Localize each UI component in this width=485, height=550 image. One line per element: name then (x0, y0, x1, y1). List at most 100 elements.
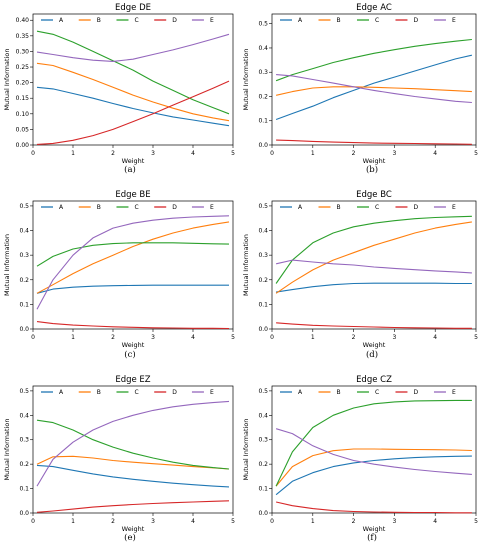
legend-label-e: E (452, 389, 456, 396)
x-tick-label: 4 (191, 518, 195, 525)
x-tick-label: 2 (352, 150, 356, 157)
y-tick-label: 0.4 (19, 412, 29, 419)
x-tick-label: 0 (31, 150, 35, 157)
legend-label-e: E (210, 204, 214, 211)
x-tick-label: 4 (433, 518, 437, 525)
x-tick-label: 2 (111, 518, 115, 525)
legend-label-e: E (210, 389, 214, 396)
x-tick-label: 5 (231, 334, 235, 341)
y-tick-label: 0.2 (258, 277, 268, 284)
series-line-b (36, 62, 230, 122)
series-line-b (36, 455, 230, 470)
legend: A B C D E (280, 389, 456, 396)
plot-area (32, 200, 234, 330)
legend-label-b: B (97, 389, 101, 396)
series-line-a (36, 464, 230, 488)
x-tick-label: 1 (71, 150, 75, 157)
x-tick-label: 0 (270, 518, 274, 525)
chart-panel-2: Edge AC 0 1 2 3 4 5 0.0 0.1 0.2 0.3 0.4 0.5 Weight Mut… (242, 3, 478, 175)
x-tick-label: 0 (270, 334, 274, 341)
x-tick-label: 1 (71, 334, 75, 341)
series-line-d (275, 501, 472, 514)
legend-label-a: A (298, 17, 303, 24)
y-tick-label: 0.25 (16, 64, 30, 71)
y-tick-label: 0.2 (258, 93, 268, 100)
legend-label-e: E (210, 17, 214, 24)
y-tick-label: 0.20 (16, 80, 30, 87)
series-line-d (276, 322, 472, 329)
panel-caption: (a) (124, 164, 136, 175)
legend: A B C D E (41, 17, 214, 24)
y-tick-label: 0.5 (258, 203, 268, 210)
y-tick-label: 0.30 (16, 48, 30, 55)
x-tick-label: 4 (433, 150, 437, 157)
series-line-d (36, 321, 230, 330)
x-tick-label: 1 (311, 518, 315, 525)
x-axis-label: Weight (122, 341, 145, 349)
x-tick-label: 0 (31, 518, 35, 525)
legend-label-d: D (172, 204, 177, 211)
chart-title: Edge AC (356, 3, 392, 13)
series-line-c (275, 38, 472, 82)
legend-label-d: D (172, 389, 177, 396)
chart-title: Edge BC (356, 190, 392, 200)
y-tick-label: 0.5 (258, 21, 268, 28)
y-tick-label: 0.10 (16, 111, 30, 118)
legend-label-b: B (97, 17, 101, 24)
legend-label-a: A (298, 389, 303, 396)
y-tick-label: 0.35 (16, 33, 30, 40)
y-tick-label: 0.1 (19, 486, 29, 493)
legend-label-b: B (97, 204, 101, 211)
y-axis-label: Mutual Information (242, 419, 250, 481)
x-axis-label: Weight (122, 525, 145, 533)
legend: A B C D E (280, 17, 456, 24)
y-tick-label: 0.00 (16, 142, 30, 149)
panel-caption: (c) (124, 349, 135, 360)
chart-panel-6: Edge CZ 0 1 2 3 4 5 0.0 0.1 0.2 0.3 0.4 0.5 Weight Mut… (242, 375, 478, 543)
x-axis-label: Weight (363, 341, 386, 349)
y-axis-label: Mutual Information (3, 419, 11, 481)
x-tick-label: 2 (352, 518, 356, 525)
chart-title: Edge CZ (356, 375, 392, 385)
plot-area (32, 385, 234, 514)
legend: A B C D E (41, 389, 214, 396)
y-axis-label: Mutual Information (3, 234, 11, 296)
y-tick-label: 0.3 (258, 252, 268, 259)
series-line-b (36, 221, 230, 294)
panel-caption: (e) (124, 532, 136, 543)
chart-panel-4: Edge BC 0 1 2 3 4 5 0.0 0.1 0.2 0.3 0.4 0.5 Weight Mut… (242, 190, 478, 360)
x-tick-label: 5 (474, 518, 478, 525)
legend-label-b: B (336, 17, 340, 24)
y-tick-label: 0.0 (258, 510, 268, 517)
series-line-b (275, 86, 472, 96)
series-line-a (36, 86, 230, 127)
y-axis-label: Mutual Information (242, 49, 250, 111)
y-tick-label: 0.1 (258, 118, 268, 125)
y-tick-label: 0.0 (258, 326, 268, 333)
legend-label-d: D (413, 17, 418, 24)
series-line-e (36, 33, 230, 62)
legend-label-d: D (172, 17, 177, 24)
y-tick-label: 0.15 (16, 95, 30, 102)
series-line-d (276, 139, 472, 145)
chart-panel-3: Edge BE 0 1 2 3 4 5 0.0 0.1 0.2 0.3 0.4 0.5 Weight Mut… (3, 190, 235, 360)
series-line-c (275, 399, 472, 487)
x-tick-label: 0 (270, 150, 274, 157)
series-line-a (276, 282, 472, 293)
legend-label-e: E (452, 204, 456, 211)
legend-label-c: C (375, 204, 379, 211)
y-tick-label: 0.3 (258, 437, 268, 444)
x-tick-label: 4 (191, 334, 195, 341)
y-tick-label: 0.0 (19, 326, 29, 333)
y-tick-label: 0.4 (258, 228, 268, 235)
legend-label-b: B (336, 389, 340, 396)
legend: A B C D E (280, 204, 456, 211)
legend-label-c: C (134, 17, 138, 24)
legend: A B C D E (41, 204, 214, 211)
y-tick-label: 0.3 (19, 252, 29, 259)
x-tick-label: 3 (151, 334, 155, 341)
x-tick-label: 2 (352, 334, 356, 341)
y-tick-label: 0.1 (19, 301, 29, 308)
series-line-c (36, 30, 230, 115)
y-tick-label: 0.0 (258, 142, 268, 149)
